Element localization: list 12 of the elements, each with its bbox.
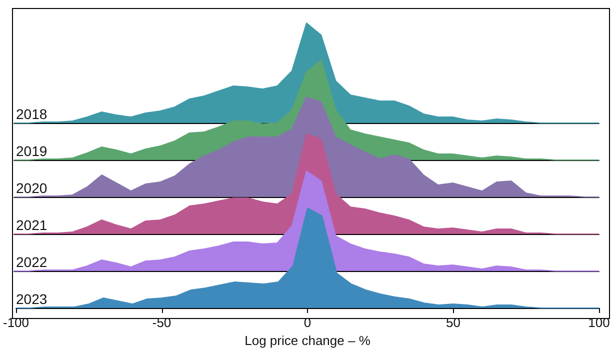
x-tick-label: 100	[588, 315, 610, 330]
x-tick-label: -50	[152, 315, 172, 330]
series-label: 2019	[16, 143, 48, 159]
x-tick-label: -100	[2, 315, 30, 330]
x-tick-label: 50	[446, 315, 460, 330]
series-label: 2018	[16, 106, 48, 122]
series-label: 2020	[16, 180, 48, 196]
series-label: 2023	[16, 291, 48, 307]
series-label: 2021	[16, 217, 48, 233]
x-axis-title: Log price change – %	[244, 332, 371, 348]
x-tick-label: 0	[304, 315, 312, 330]
series-label: 2022	[16, 254, 48, 270]
